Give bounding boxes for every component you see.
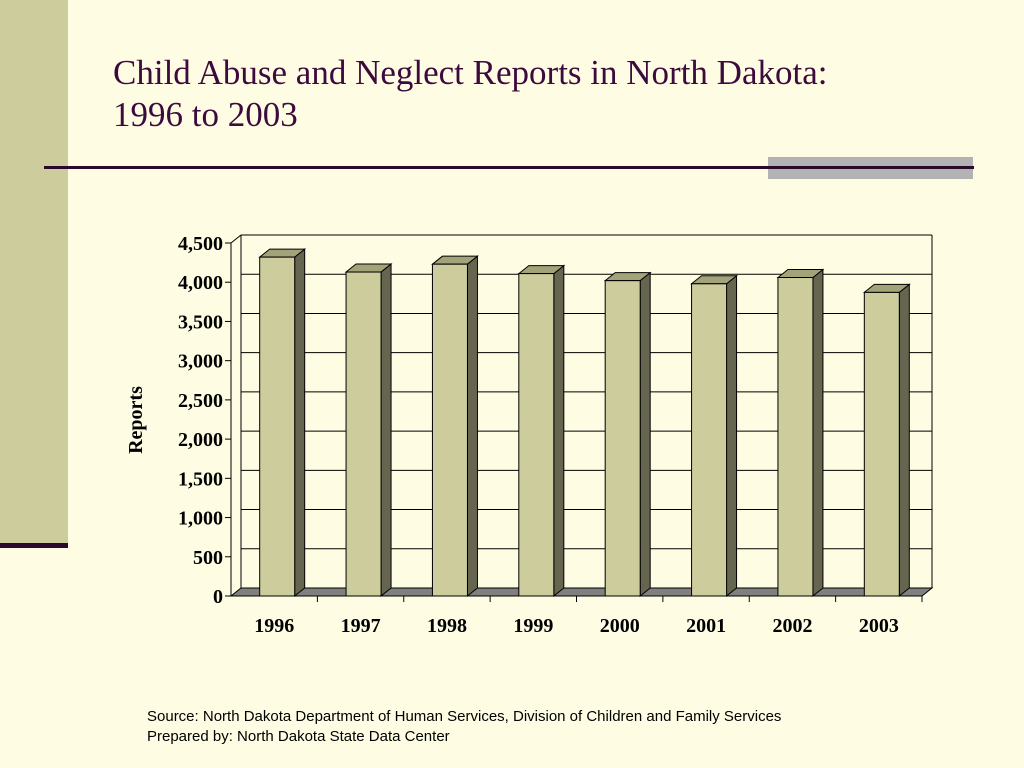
bar-front	[518, 273, 555, 597]
title-underline-accent	[768, 157, 973, 179]
bar-side	[726, 274, 738, 598]
bar-2003	[862, 283, 911, 598]
x-tick-label: 1997	[341, 615, 381, 637]
bar-front	[777, 277, 814, 597]
bars	[258, 248, 911, 598]
bar-front	[863, 291, 900, 597]
y-axis-label: Reports	[125, 386, 147, 454]
y-tick-label: 500	[193, 547, 223, 569]
bar-side	[380, 262, 392, 598]
gridlines	[241, 234, 932, 550]
chart-floor	[229, 587, 934, 597]
y-axis-ticks: 0 500 1,000 1,500 2,000 2,500 3,000 3,500 4,000 4…	[178, 233, 231, 608]
bar-front	[604, 280, 641, 597]
x-tick-label: 1998	[427, 615, 467, 637]
title-underline	[44, 166, 974, 169]
y-tick-label: 3,500	[178, 311, 223, 333]
bar-2001	[690, 274, 738, 598]
bar-side	[294, 248, 306, 598]
bar-1997	[344, 262, 393, 598]
bar-1999	[517, 264, 566, 598]
frame-line	[230, 234, 242, 244]
prepared-by-text: Prepared by: North Dakota State Data Cen…	[147, 728, 450, 745]
floor-plane	[229, 587, 934, 597]
x-tick-label: 2001	[686, 615, 726, 637]
plot-frame	[230, 234, 933, 596]
x-axis-ticks: 1996 1997 1998 1999 2000 2001 2002 2003	[254, 596, 923, 637]
left-decorative-band	[0, 0, 68, 548]
x-tick-label: 1996	[254, 615, 294, 637]
x-tick-label: 2000	[600, 615, 640, 637]
bar-2002	[776, 268, 825, 598]
bar-chart: 0 500 1,000 1,500 2,000 2,500 3,000 3,500 4,000 4…	[125, 233, 934, 637]
slide-title-line-1: Child Abuse and Neglect Reports in North…	[113, 53, 828, 92]
y-tick-label: 4,000	[178, 272, 223, 294]
x-tick-label: 1999	[513, 615, 553, 637]
bar-side	[466, 255, 478, 598]
y-tick-label: 2,500	[178, 390, 223, 412]
y-tick-label: 2,000	[178, 429, 223, 451]
bar-front	[345, 271, 382, 597]
y-tick-label: 0	[213, 586, 223, 608]
bar-side	[898, 283, 910, 598]
bar-side	[639, 271, 651, 598]
y-tick-label: 1,000	[178, 508, 223, 530]
bar-1998	[431, 255, 479, 598]
x-tick-label: 2002	[772, 615, 812, 637]
bar-side	[553, 264, 565, 598]
source-note: Source: North Dakota Department of Human…	[147, 707, 781, 747]
x-tick-label: 2003	[859, 615, 899, 637]
y-tick-label: 1,500	[178, 468, 223, 490]
left-band-accent-line	[0, 543, 68, 548]
slide-title: Child Abuse and Neglect Reports in North…	[113, 52, 827, 136]
bar-side	[812, 268, 824, 598]
y-tick-label: 4,500	[178, 233, 223, 255]
bar-2000	[603, 271, 652, 598]
bar-1996	[258, 248, 307, 598]
y-tick-label: 3,000	[178, 351, 223, 373]
slide-title-line-2: 1996 to 2003	[113, 95, 298, 134]
bar-front	[259, 256, 296, 597]
source-text: Source: North Dakota Department of Human…	[147, 708, 782, 725]
bar-front	[431, 263, 468, 597]
bar-front	[691, 283, 728, 597]
